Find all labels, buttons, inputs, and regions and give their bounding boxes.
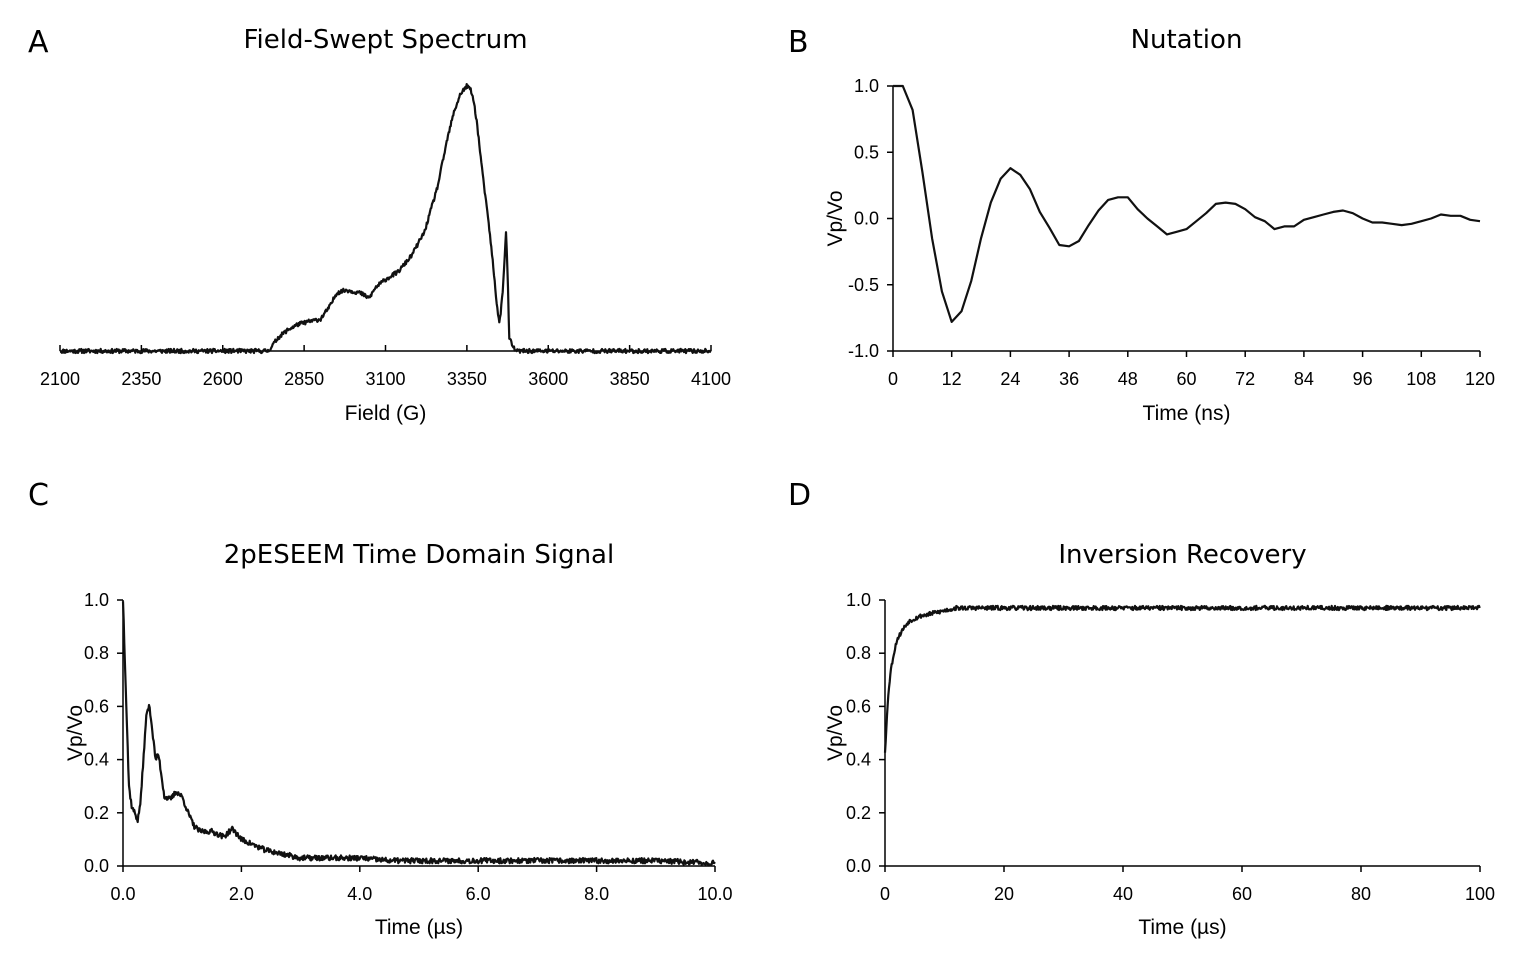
chart-panel-a: A Field-Swept Spectrum 2100 2350 2600 2850 310… bbox=[28, 25, 731, 425]
series-line bbox=[893, 84, 1481, 323]
x-tick-label: 3350 bbox=[447, 369, 487, 389]
x-tick-label: 2600 bbox=[203, 369, 243, 389]
y-tick-label: 0.6 bbox=[84, 696, 109, 716]
y-tick-label: 0.0 bbox=[84, 856, 109, 876]
x-tick-label: 2.0 bbox=[229, 884, 254, 904]
chart-panel-d: D Inversion Recovery 0 20 40 60 80 100 0.0 0.2 0.4… bbox=[788, 478, 1495, 939]
y-tick-label: 1.0 bbox=[854, 76, 879, 96]
x-tick-label: 10.0 bbox=[697, 884, 732, 904]
chart-title: Field-Swept Spectrum bbox=[243, 25, 527, 55]
y-tick-label: 0.5 bbox=[854, 142, 879, 162]
x-tick-label: 84 bbox=[1294, 369, 1314, 389]
x-tick-label: 100 bbox=[1465, 884, 1495, 904]
x-tick-label: 3100 bbox=[365, 369, 405, 389]
y-tick-label: -1.0 bbox=[848, 341, 879, 361]
panel-letter: A bbox=[28, 25, 49, 60]
x-tick-label: 96 bbox=[1353, 369, 1373, 389]
x-axis-label: Time (ns) bbox=[1143, 402, 1231, 425]
x-tick-label: 4100 bbox=[691, 369, 731, 389]
x-tick-label: 2350 bbox=[121, 369, 161, 389]
x-tick-label: 20 bbox=[994, 884, 1014, 904]
x-tick-label: 3600 bbox=[528, 369, 568, 389]
x-axis-label: Field (G) bbox=[345, 402, 427, 425]
y-axis-label: Vp/Vo bbox=[824, 705, 847, 761]
x-tick-label: 12 bbox=[942, 369, 962, 389]
chart-panel-c: C 2pESEEM Time Domain Signal 0.0 2.0 4.0 6.0 8… bbox=[28, 478, 733, 939]
x-tick-label: 8.0 bbox=[584, 884, 609, 904]
series-line bbox=[121, 601, 716, 867]
x-tick-label: 40 bbox=[1113, 884, 1133, 904]
chart-title: 2pESEEM Time Domain Signal bbox=[224, 540, 614, 570]
x-tick-label: 48 bbox=[1118, 369, 1138, 389]
chart-panel-b: B Nutation 0 12 24 36 48 60 72 84 96 108 120 -1.0 -0.5… bbox=[788, 25, 1495, 425]
x-tick-label: 3850 bbox=[610, 369, 650, 389]
y-axis-label: Vp/Vo bbox=[64, 705, 87, 761]
x-tick-label: 80 bbox=[1351, 884, 1371, 904]
x-tick-label: 60 bbox=[1176, 369, 1196, 389]
panel-letter: D bbox=[788, 478, 811, 513]
y-tick-label: 1.0 bbox=[846, 590, 871, 610]
y-axis-label: Vp/Vo bbox=[824, 190, 847, 246]
x-tick-label: 72 bbox=[1235, 369, 1255, 389]
y-tick-label: 0.0 bbox=[846, 856, 871, 876]
x-tick-label: 0.0 bbox=[110, 884, 135, 904]
x-tick-label: 2850 bbox=[284, 369, 324, 389]
chart-title: Nutation bbox=[1131, 25, 1243, 55]
y-tick-label: 0.0 bbox=[854, 209, 879, 229]
x-tick-label: 4.0 bbox=[347, 884, 372, 904]
x-tick-label: 2100 bbox=[40, 369, 80, 389]
y-tick-label: -0.5 bbox=[848, 275, 879, 295]
y-tick-label: 0.4 bbox=[846, 750, 871, 770]
series-line bbox=[883, 604, 1481, 753]
y-tick-label: 1.0 bbox=[84, 590, 109, 610]
x-axis-label: Time (µs) bbox=[375, 916, 463, 939]
x-tick-label: 36 bbox=[1059, 369, 1079, 389]
x-tick-label: 0 bbox=[888, 369, 898, 389]
x-tick-label: 120 bbox=[1465, 369, 1495, 389]
y-tick-label: 0.8 bbox=[84, 643, 109, 663]
x-axis-label: Time (µs) bbox=[1138, 916, 1226, 939]
chart-title: Inversion Recovery bbox=[1058, 540, 1306, 570]
y-tick-label: 0.2 bbox=[84, 803, 109, 823]
y-tick-label: 0.6 bbox=[846, 696, 871, 716]
x-tick-label: 6.0 bbox=[466, 884, 491, 904]
x-tick-label: 24 bbox=[1000, 369, 1020, 389]
series-line bbox=[59, 83, 712, 355]
x-tick-label: 0 bbox=[880, 884, 890, 904]
x-tick-label: 60 bbox=[1232, 884, 1252, 904]
y-tick-label: 0.4 bbox=[84, 750, 109, 770]
y-tick-label: 0.2 bbox=[846, 803, 871, 823]
y-tick-label: 0.8 bbox=[846, 643, 871, 663]
panel-letter: B bbox=[788, 25, 809, 60]
panel-letter: C bbox=[28, 478, 49, 513]
x-tick-label: 108 bbox=[1406, 369, 1436, 389]
